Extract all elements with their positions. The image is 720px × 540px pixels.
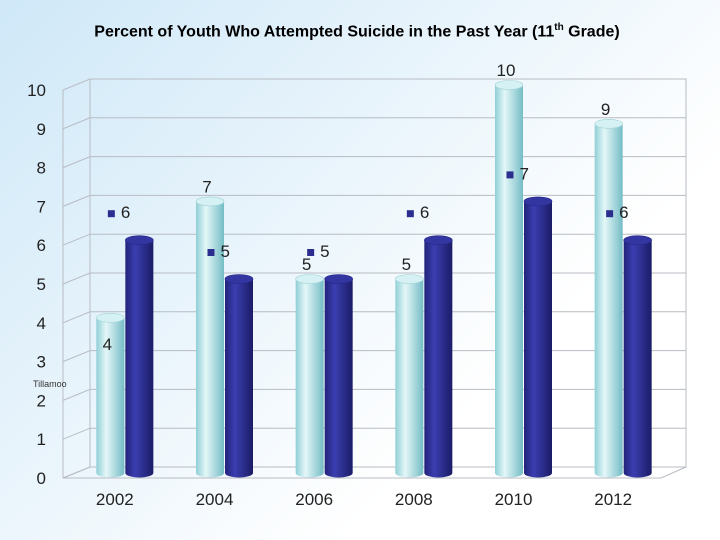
y-tick-label: 4 (37, 314, 46, 333)
bar-body (125, 240, 154, 478)
legend-label: Tillamoo (33, 379, 67, 389)
x-category-label: 2006 (295, 490, 333, 509)
data-label-series-1: 9 (601, 100, 610, 119)
y-axis-ticks: 0 1 2 3 4 5 6 7 8 9 10 (27, 81, 46, 488)
data-label-series-2: 6 (420, 203, 429, 222)
data-label-marker (506, 171, 514, 179)
chart-walls (62, 78, 687, 479)
bar-cap (494, 80, 524, 90)
data-label-series-2: 6 (619, 203, 628, 222)
bar-body (196, 201, 224, 478)
bars (96, 80, 652, 478)
bar-series-2-2002 (125, 235, 154, 478)
bar-body (424, 240, 453, 478)
y-tick-label: 2 (37, 391, 46, 410)
bar-cap (96, 312, 125, 323)
bar-tillamook-2006 (295, 274, 324, 478)
gridline (62, 117, 686, 130)
bar-body (594, 123, 623, 478)
chart-title-sup: th (554, 22, 564, 33)
y-tick-label: 0 (37, 469, 46, 488)
bar-cap (623, 235, 652, 245)
bar-cap (594, 119, 623, 129)
x-axis-categories: 2002 2004 2006 2008 2010 2012 (96, 490, 632, 509)
y-tick-label: 3 (37, 353, 46, 372)
bar-series-2-2010 (523, 196, 553, 478)
bar-series-2-2006 (324, 274, 353, 478)
bar-series-2-2008 (424, 235, 453, 478)
x-category-label: 2004 (196, 490, 234, 509)
bar-tillamook-2004 (195, 196, 225, 478)
bar-body (395, 279, 424, 478)
data-label-marker (107, 210, 115, 218)
gridline (62, 350, 686, 363)
data-label-series-2: 7 (520, 164, 529, 183)
bar-body (524, 201, 552, 478)
gridline (62, 427, 686, 440)
bar-body (623, 240, 652, 478)
bar-body (495, 85, 523, 478)
data-label-series-1: 4 (103, 335, 112, 354)
x-category-label: 2010 (495, 490, 533, 509)
bar-cap (324, 274, 353, 284)
y-tick-label: 7 (37, 197, 46, 216)
bar-cap (195, 196, 225, 207)
y-tick-label: 8 (37, 159, 46, 178)
bar-series-2-2012 (623, 235, 652, 478)
bar-cap (395, 274, 424, 284)
data-label-series-2: 5 (221, 242, 230, 261)
y-tick-label: 1 (37, 430, 46, 449)
gridline (62, 311, 686, 324)
data-label-marker (307, 249, 315, 256)
grid-lines (62, 78, 686, 479)
data-label-series-2: 5 (320, 242, 329, 261)
bar-cap (224, 274, 254, 284)
bar-tillamook-2010 (494, 80, 524, 478)
gridline (62, 272, 686, 285)
gridline (62, 156, 686, 169)
x-category-label: 2008 (395, 490, 433, 509)
data-label-series-1: 7 (202, 177, 211, 196)
bar-body (324, 279, 353, 478)
bar-body (96, 317, 125, 478)
bar-body (225, 279, 253, 478)
y-tick-label: 6 (37, 236, 46, 255)
bar-cap (523, 196, 553, 207)
bar-series-2-2004 (224, 274, 254, 478)
chart-title-main: Percent of Youth Who Attempted Suicide i… (94, 23, 555, 41)
y-tick-label: 5 (37, 275, 46, 294)
y-tick-label: 9 (37, 120, 46, 139)
data-label-series-1: 10 (497, 61, 516, 80)
data-label-series-1: 5 (402, 255, 411, 274)
data-label-series-2: 6 (121, 203, 130, 222)
x-category-label: 2002 (96, 490, 134, 509)
bar-tillamook-2002 (96, 312, 125, 478)
gridline (62, 194, 686, 207)
bar-cap (125, 235, 154, 245)
data-label-marker (207, 249, 215, 256)
bar-body (295, 279, 324, 478)
bar-tillamook-2008 (395, 274, 424, 478)
bar-cap (295, 274, 324, 284)
x-category-label: 2012 (594, 490, 632, 509)
y-tick-label: 10 (27, 81, 46, 100)
gridline (62, 388, 686, 401)
bar-tillamook-2012 (594, 119, 623, 478)
data-label-series-1: 5 (302, 255, 311, 274)
chart-title: Percent of Youth Who Attempted Suicide i… (0, 22, 714, 41)
chart-title-tail: Grade) (563, 23, 620, 41)
gridline (62, 466, 686, 479)
floor (62, 466, 687, 479)
bar-cap (424, 235, 453, 245)
data-label-marker (606, 210, 614, 218)
data-label-marker (406, 210, 414, 218)
gridline (62, 233, 686, 246)
gridline (62, 78, 686, 91)
